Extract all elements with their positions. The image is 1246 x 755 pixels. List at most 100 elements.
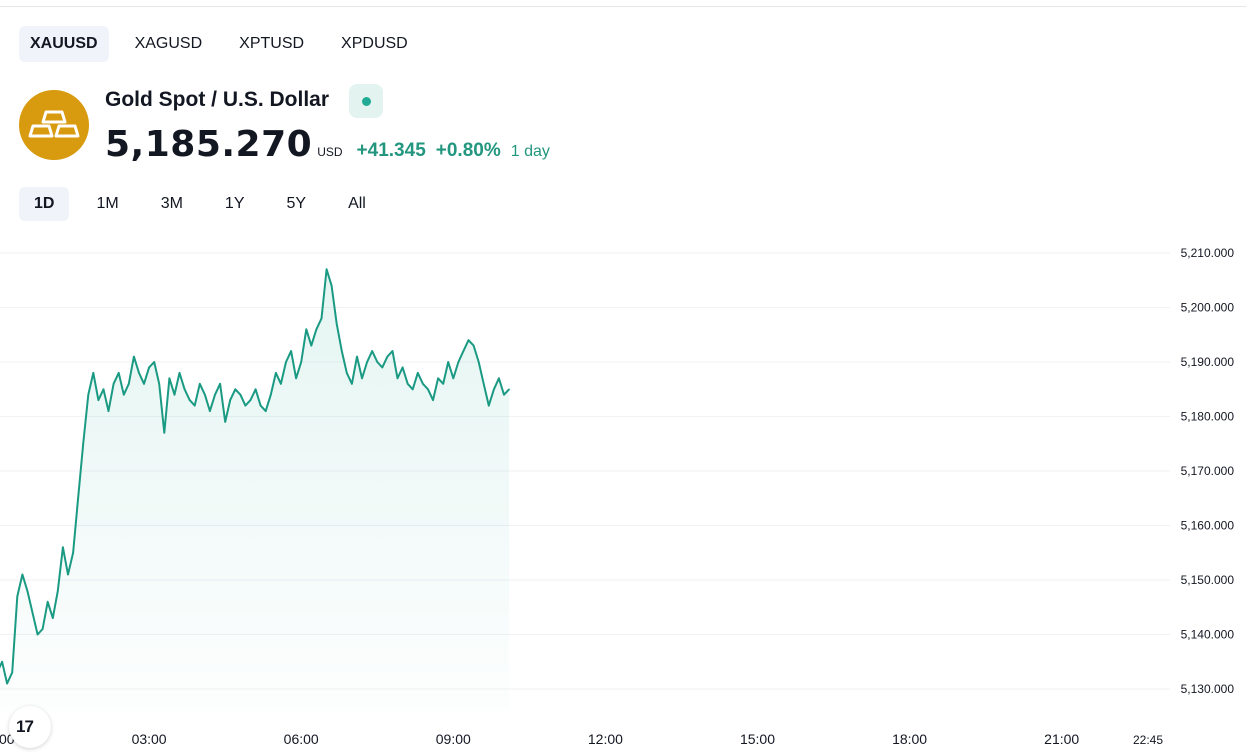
range-tab-5y[interactable]: 5Y <box>286 195 307 212</box>
price-point <box>123 393 125 396</box>
price-change: +41.345 <box>356 140 426 161</box>
price-point <box>214 393 216 396</box>
price-point <box>422 383 424 385</box>
range-tab-1m[interactable]: 1M <box>96 195 119 212</box>
range-tab-3m[interactable]: 3M <box>160 195 183 212</box>
price-point <box>341 350 343 352</box>
price-point <box>346 372 348 374</box>
price-point <box>97 399 100 401</box>
price-point <box>244 404 247 407</box>
price-point <box>477 361 480 363</box>
price-point <box>26 590 29 592</box>
x-tick-label: 18:00 <box>892 731 927 747</box>
price-area-fill <box>0 269 510 711</box>
price-point <box>239 393 242 396</box>
tradingview-logo-icon[interactable]: 17 <box>9 706 51 748</box>
price-point <box>437 377 439 380</box>
price-point <box>254 388 257 391</box>
price-point <box>508 388 510 391</box>
price-point <box>102 388 105 391</box>
price-point <box>168 377 171 380</box>
price-point <box>472 344 475 347</box>
y-tick-label: 5,130.000 <box>1181 682 1235 696</box>
price-point <box>361 377 363 380</box>
x-tick-label: 09:00 <box>436 731 471 747</box>
price-point <box>112 383 115 385</box>
price-chart[interactable]: 5,130.000 5,140.000 5,150.000 5,160.000 5,17… <box>0 230 1246 755</box>
x-tick-label: 03:00 <box>132 731 167 747</box>
y-tick-label: 5,210.000 <box>1181 246 1235 260</box>
y-tick-label: 5,160.000 <box>1181 519 1235 533</box>
price-point <box>107 410 110 412</box>
price-point <box>188 399 191 401</box>
price-point <box>67 573 69 576</box>
y-tick-label: 5,140.000 <box>1181 628 1235 642</box>
range-tab-all[interactable]: All <box>348 195 366 212</box>
current-price: 5,185.270 <box>105 124 313 165</box>
price-point <box>209 410 211 412</box>
price-point <box>183 388 186 391</box>
price-point <box>457 361 460 363</box>
price-point <box>351 383 353 385</box>
price-point <box>138 372 140 374</box>
price-point <box>270 393 272 396</box>
price-point <box>391 350 394 352</box>
price-point <box>224 421 226 423</box>
price-point <box>46 601 49 603</box>
x-tick-label: 12:00 <box>588 731 623 747</box>
tradingview-logo-text: 17 <box>16 717 34 736</box>
price-point <box>285 361 287 363</box>
price-point <box>310 344 313 347</box>
price-point <box>77 497 79 500</box>
symbol-tab-xptusd[interactable]: XPTUSD <box>239 35 305 52</box>
currency-label: USD <box>317 145 343 159</box>
price-point <box>386 355 389 358</box>
symbol-tab-xauusd[interactable]: XAUUSD <box>19 26 109 62</box>
price-point <box>57 590 59 592</box>
gold-bars-icon <box>19 90 89 160</box>
price-point <box>371 350 374 352</box>
price-point <box>427 388 429 391</box>
range-tab-1y[interactable]: 1Y <box>224 195 245 212</box>
price-point <box>259 404 262 407</box>
price-point <box>6 682 8 685</box>
price-point <box>325 268 328 271</box>
price-point <box>148 366 150 369</box>
x-tick-label: 22:45 <box>1133 733 1163 747</box>
price-point <box>87 393 90 396</box>
price-point <box>82 443 84 445</box>
symbol-tab-xagusd[interactable]: XAGUSD <box>134 35 203 52</box>
price-point <box>143 383 145 385</box>
market-open-dot-icon[interactable] <box>349 84 383 118</box>
price-point <box>178 372 181 374</box>
price-point <box>117 372 120 374</box>
price-point <box>249 399 252 401</box>
range-tab-1d[interactable]: 1D <box>19 187 70 221</box>
price-row: 5,185.270 USD +41.345 +0.80% 1 day <box>105 124 550 165</box>
price-point <box>204 393 206 396</box>
price-point <box>467 339 470 341</box>
price-point <box>275 372 277 374</box>
price-point <box>376 361 379 363</box>
price-change-percent: +0.80% <box>435 140 501 161</box>
price-point <box>41 628 44 630</box>
price-point <box>21 573 24 576</box>
y-tick-label: 5,190.000 <box>1181 355 1235 369</box>
symbol-tab-xpdusd[interactable]: XPDUSD <box>341 35 408 52</box>
price-point <box>280 383 282 385</box>
y-tick-label: 5,180.000 <box>1181 410 1235 424</box>
price-point <box>128 383 130 385</box>
price-point <box>31 611 34 614</box>
price-point <box>158 383 160 385</box>
price-point <box>356 355 358 358</box>
price-point <box>199 383 201 385</box>
price-point <box>411 388 414 391</box>
price-point <box>234 388 237 391</box>
price-point <box>396 377 399 380</box>
price-point <box>482 383 485 385</box>
top-divider <box>0 6 1246 7</box>
price-series-line <box>0 268 510 685</box>
price-point <box>36 633 39 636</box>
y-tick-label: 5,170.000 <box>1181 464 1235 478</box>
price-point <box>133 355 135 358</box>
